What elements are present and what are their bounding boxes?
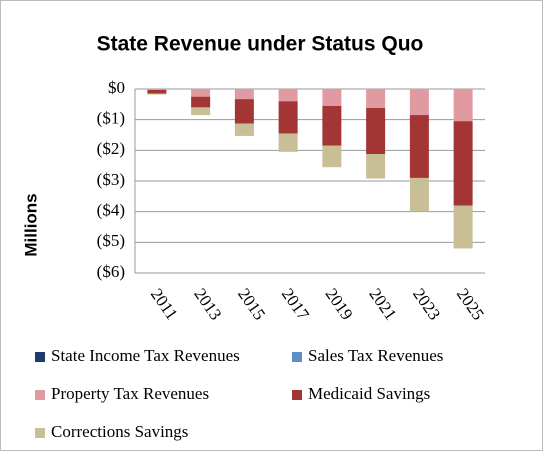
y-tick-label: ($5)	[97, 231, 125, 250]
bar-segment	[322, 105, 342, 146]
bar-segment	[147, 93, 167, 95]
bar-segment	[322, 89, 342, 106]
chart-title: State Revenue under Status Quo	[97, 33, 424, 56]
bar-segment	[278, 133, 298, 152]
bar-segment	[191, 89, 211, 97]
legend-swatch	[292, 390, 302, 400]
y-tick-label: $0	[108, 78, 125, 97]
y-tick-label: ($3)	[97, 170, 125, 189]
y-tick-label: ($4)	[97, 201, 125, 220]
legend-swatch	[35, 428, 45, 438]
bar-segment	[366, 154, 386, 179]
y-tick-label: ($1)	[97, 109, 125, 128]
bar-segment	[409, 177, 429, 212]
bar-segment	[453, 205, 473, 249]
bar-segment	[147, 89, 167, 90]
bar-segment	[234, 123, 254, 136]
bar-segment	[191, 107, 211, 116]
y-tick-label: ($6)	[97, 262, 125, 281]
bar-segment	[453, 89, 473, 122]
legend-swatch	[35, 390, 45, 400]
legend-label: Sales Tax Revenues	[308, 346, 443, 365]
legend-label: State Income Tax Revenues	[51, 346, 240, 365]
bar-segment	[409, 89, 429, 116]
y-tick-label: ($2)	[97, 139, 125, 158]
bar-segment	[366, 89, 386, 109]
bar-segment	[278, 101, 298, 134]
y-axis-label: Millions	[21, 193, 40, 256]
legend-label: Corrections Savings	[51, 422, 188, 441]
bar-segment	[234, 99, 254, 124]
bar-segment	[191, 96, 211, 108]
bar-segment	[453, 121, 473, 206]
bar-segment	[147, 89, 167, 94]
legend-label: Property Tax Revenues	[51, 384, 209, 403]
bar-segment	[234, 89, 254, 100]
legend-swatch	[35, 352, 45, 362]
bar-segment	[322, 145, 342, 168]
legend-label: Medicaid Savings	[308, 384, 430, 403]
bar-segment	[278, 89, 298, 102]
bar-segment	[366, 108, 386, 155]
legend-swatch	[292, 352, 302, 362]
bar-segment	[409, 115, 429, 178]
